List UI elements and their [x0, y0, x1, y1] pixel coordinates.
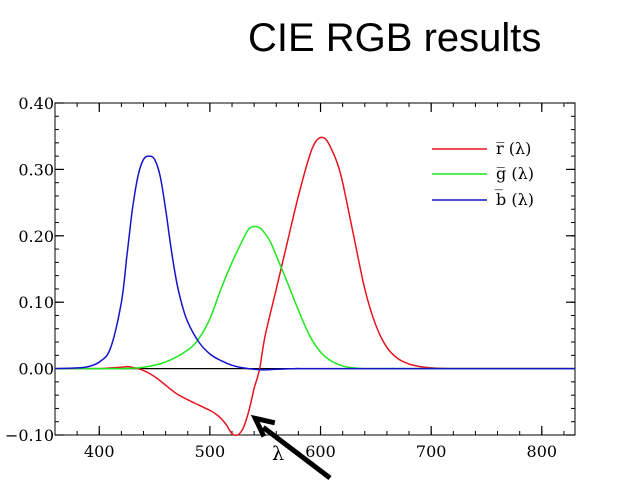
slide-title: CIE RGB results — [248, 16, 542, 60]
y-tick-label: 0.00 — [18, 360, 54, 379]
y-tick-label: 0.20 — [18, 227, 54, 246]
legend-label-red: r̅ (λ) — [496, 139, 531, 158]
plot-frame — [54, 102, 576, 436]
x-tick-label: 400 — [84, 442, 115, 461]
y-tick-label: 0.10 — [18, 293, 54, 312]
annotation-arrow-head — [250, 414, 276, 438]
series-line-blue — [54, 155, 575, 371]
legend-label-blue: b̅ (λ) — [495, 189, 534, 209]
series-line-red — [54, 136, 575, 437]
y-tick-label: 0.40 — [18, 94, 54, 113]
plot-area: 400 500 600 700 800 −0.10 0.00 0.10 0.20 0.30 0.40… — [5, 94, 576, 480]
y-tick-label: 0.30 — [18, 160, 54, 179]
x-tick-label: 800 — [527, 442, 558, 461]
series-line-green — [54, 225, 575, 370]
y-tick-label: −0.10 — [5, 426, 54, 445]
x-tick-label: 700 — [416, 442, 447, 461]
x-tick-label: 600 — [305, 442, 336, 461]
annotation-arrow-shaft — [261, 425, 332, 480]
annotation-label: λ — [272, 443, 284, 465]
legend-label-green: g̅ (λ) — [496, 164, 534, 183]
x-tick-label: 500 — [195, 442, 226, 461]
